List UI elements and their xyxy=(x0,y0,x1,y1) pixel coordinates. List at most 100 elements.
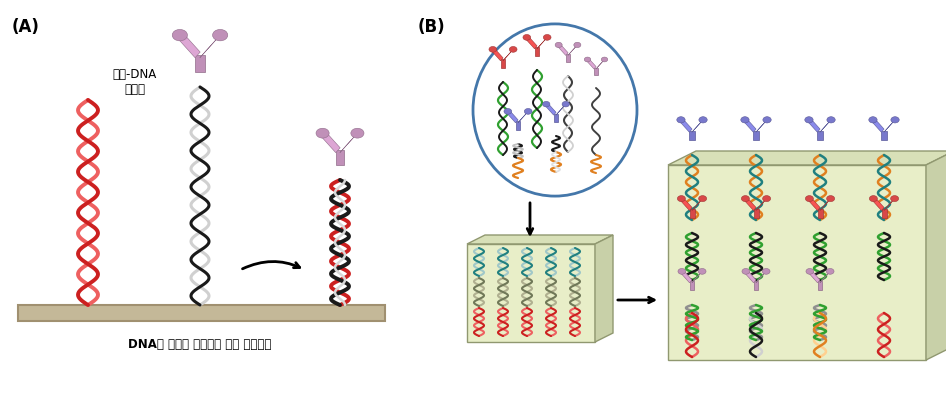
Ellipse shape xyxy=(869,196,877,202)
Ellipse shape xyxy=(742,268,749,274)
Polygon shape xyxy=(467,244,595,342)
Polygon shape xyxy=(882,130,886,140)
Ellipse shape xyxy=(890,196,899,202)
Polygon shape xyxy=(516,121,520,130)
Polygon shape xyxy=(820,270,832,283)
Ellipse shape xyxy=(351,128,364,138)
Polygon shape xyxy=(756,118,768,132)
Ellipse shape xyxy=(762,268,770,274)
Ellipse shape xyxy=(524,108,532,114)
Ellipse shape xyxy=(741,117,749,123)
Polygon shape xyxy=(745,270,756,283)
Ellipse shape xyxy=(509,46,517,52)
Polygon shape xyxy=(553,114,558,122)
Polygon shape xyxy=(753,130,759,140)
Polygon shape xyxy=(517,110,530,123)
Ellipse shape xyxy=(213,29,228,41)
Polygon shape xyxy=(18,305,385,321)
Ellipse shape xyxy=(602,57,607,62)
Polygon shape xyxy=(692,118,705,132)
Polygon shape xyxy=(690,130,694,140)
Ellipse shape xyxy=(543,101,550,107)
Ellipse shape xyxy=(676,117,685,123)
Ellipse shape xyxy=(699,117,708,123)
Ellipse shape xyxy=(891,117,900,123)
Polygon shape xyxy=(690,209,694,218)
Polygon shape xyxy=(680,270,692,283)
Ellipse shape xyxy=(742,196,749,202)
Ellipse shape xyxy=(489,46,497,52)
Ellipse shape xyxy=(504,108,512,114)
Polygon shape xyxy=(526,36,537,49)
Polygon shape xyxy=(754,209,759,218)
Polygon shape xyxy=(492,48,503,61)
Ellipse shape xyxy=(806,268,814,274)
Ellipse shape xyxy=(677,196,686,202)
Ellipse shape xyxy=(562,101,569,107)
Ellipse shape xyxy=(172,29,187,41)
Polygon shape xyxy=(668,165,926,360)
Ellipse shape xyxy=(762,117,771,123)
Ellipse shape xyxy=(555,42,562,48)
Ellipse shape xyxy=(523,35,531,40)
Polygon shape xyxy=(745,197,756,211)
Polygon shape xyxy=(467,235,613,244)
Ellipse shape xyxy=(473,24,637,196)
Polygon shape xyxy=(692,197,704,211)
Polygon shape xyxy=(820,118,832,132)
Polygon shape xyxy=(744,118,756,132)
Polygon shape xyxy=(566,54,570,62)
Polygon shape xyxy=(568,44,579,55)
Polygon shape xyxy=(200,32,222,58)
Polygon shape xyxy=(820,197,832,211)
Ellipse shape xyxy=(543,35,551,40)
Polygon shape xyxy=(503,48,515,61)
Polygon shape xyxy=(817,209,822,218)
Ellipse shape xyxy=(585,57,590,62)
Polygon shape xyxy=(556,103,567,115)
Polygon shape xyxy=(680,197,692,211)
Polygon shape xyxy=(595,235,613,342)
Polygon shape xyxy=(195,55,204,72)
Polygon shape xyxy=(506,110,518,123)
Polygon shape xyxy=(817,130,823,140)
Polygon shape xyxy=(884,197,896,211)
Polygon shape xyxy=(690,281,694,290)
Text: (B): (B) xyxy=(418,18,446,36)
Polygon shape xyxy=(756,270,767,283)
Polygon shape xyxy=(545,103,556,115)
Polygon shape xyxy=(808,197,820,211)
Polygon shape xyxy=(692,270,704,283)
Ellipse shape xyxy=(805,117,814,123)
Polygon shape xyxy=(321,131,341,152)
Polygon shape xyxy=(809,270,820,283)
Ellipse shape xyxy=(827,196,834,202)
Ellipse shape xyxy=(678,268,686,274)
Polygon shape xyxy=(754,281,759,290)
Polygon shape xyxy=(177,32,201,58)
Polygon shape xyxy=(679,118,692,132)
Polygon shape xyxy=(882,209,886,218)
Ellipse shape xyxy=(868,117,877,123)
Polygon shape xyxy=(808,118,820,132)
Ellipse shape xyxy=(574,42,581,48)
Polygon shape xyxy=(871,118,885,132)
Polygon shape xyxy=(534,48,539,56)
Polygon shape xyxy=(668,151,946,165)
Ellipse shape xyxy=(698,196,707,202)
Polygon shape xyxy=(596,58,605,69)
Ellipse shape xyxy=(762,196,771,202)
Ellipse shape xyxy=(698,268,706,274)
Ellipse shape xyxy=(805,196,814,202)
Polygon shape xyxy=(756,197,768,211)
Polygon shape xyxy=(336,150,344,165)
Polygon shape xyxy=(557,44,569,55)
Text: (A): (A) xyxy=(12,18,40,36)
Polygon shape xyxy=(537,36,549,49)
Ellipse shape xyxy=(827,268,834,274)
Polygon shape xyxy=(587,58,596,69)
Polygon shape xyxy=(926,151,946,360)
Polygon shape xyxy=(594,68,598,75)
Ellipse shape xyxy=(316,128,329,138)
Ellipse shape xyxy=(827,117,835,123)
